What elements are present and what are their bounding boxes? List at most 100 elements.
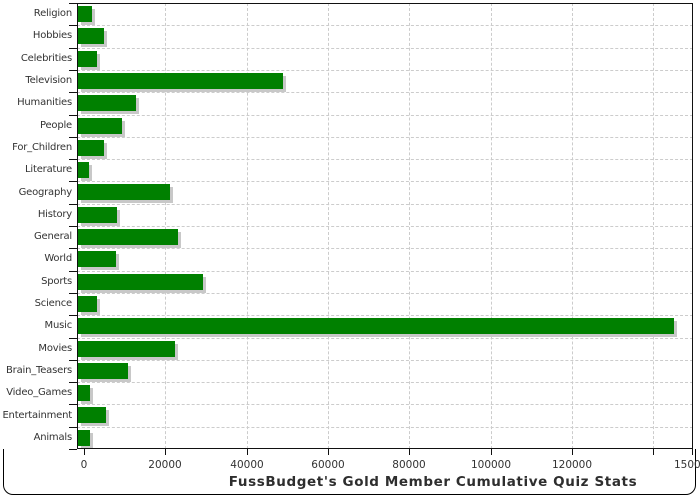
category-label: Video_Games bbox=[6, 387, 72, 398]
horizontal-gridline bbox=[77, 25, 693, 26]
x-axis-tick bbox=[409, 449, 410, 455]
bar-video_games bbox=[78, 385, 90, 401]
category-label: Humanities bbox=[17, 97, 72, 108]
bar-general bbox=[78, 229, 178, 245]
x-axis-tick bbox=[247, 449, 248, 455]
y-axis-tick bbox=[69, 315, 77, 316]
bar-television bbox=[78, 73, 283, 89]
x-axis-tick bbox=[165, 449, 166, 455]
y-axis-tick bbox=[69, 92, 77, 93]
x-tick-label: 80000 bbox=[392, 459, 426, 471]
horizontal-gridline bbox=[77, 248, 693, 249]
bar-history bbox=[78, 207, 117, 223]
y-axis-tick bbox=[69, 382, 77, 383]
category-label: Animals bbox=[33, 432, 73, 443]
y-axis-tick bbox=[69, 271, 77, 272]
horizontal-gridline bbox=[77, 159, 693, 160]
bar-entertainment bbox=[78, 407, 106, 423]
bar-religion bbox=[78, 6, 92, 22]
y-axis-tick bbox=[69, 137, 77, 138]
horizontal-gridline bbox=[77, 360, 693, 361]
horizontal-gridline bbox=[77, 226, 693, 227]
y-axis-tick bbox=[69, 360, 77, 361]
category-label: Science bbox=[34, 298, 73, 309]
bar-for_children bbox=[78, 140, 104, 156]
y-axis-tick bbox=[69, 204, 77, 205]
category-label: World bbox=[44, 253, 72, 264]
y-axis-tick bbox=[69, 427, 77, 428]
category-label: History bbox=[37, 209, 72, 220]
category-label: Movies bbox=[38, 343, 72, 354]
y-axis-tick bbox=[69, 48, 77, 49]
x-axis-tick bbox=[84, 449, 85, 455]
category-label: Hobbies bbox=[32, 30, 72, 41]
horizontal-gridline bbox=[77, 70, 693, 71]
bar-celebrities bbox=[78, 51, 97, 67]
category-label: Celebrities bbox=[20, 53, 72, 64]
category-label: Religion bbox=[33, 8, 72, 19]
bar-science bbox=[78, 296, 97, 312]
bar-geography bbox=[78, 184, 170, 200]
y-axis-tick bbox=[69, 338, 77, 339]
category-label: Music bbox=[44, 320, 73, 331]
vertical-gridline bbox=[653, 3, 654, 449]
bar-humanities bbox=[78, 95, 136, 111]
bar-world bbox=[78, 251, 116, 267]
horizontal-gridline bbox=[77, 92, 693, 93]
x-tick-label: 0 bbox=[80, 459, 88, 471]
x-tick-label: 100000 bbox=[470, 459, 512, 471]
category-label: Entertainment bbox=[2, 410, 72, 421]
category-label: Literature bbox=[25, 164, 72, 175]
x-axis-tick bbox=[328, 449, 329, 455]
horizontal-gridline bbox=[77, 181, 693, 182]
y-axis-tick bbox=[69, 159, 77, 160]
bar-animals bbox=[78, 430, 90, 446]
x-tick-label: 60000 bbox=[311, 459, 345, 471]
y-axis-tick bbox=[69, 449, 77, 450]
y-axis-tick bbox=[69, 248, 77, 249]
vertical-gridline bbox=[165, 3, 166, 449]
category-label: Television bbox=[25, 75, 72, 86]
horizontal-gridline bbox=[77, 404, 693, 405]
x-tick-label: 150000 bbox=[673, 459, 700, 471]
x-tick-label: 120000 bbox=[551, 459, 593, 471]
x-tick-label: 40000 bbox=[230, 459, 264, 471]
horizontal-gridline bbox=[77, 315, 693, 316]
y-axis-tick bbox=[69, 226, 77, 227]
horizontal-gridline bbox=[77, 427, 693, 428]
horizontal-gridline bbox=[77, 293, 693, 294]
y-axis-tick bbox=[69, 115, 77, 116]
horizontal-gridline bbox=[77, 48, 693, 49]
bar-hobbies bbox=[78, 28, 104, 44]
category-label: Brain_Teasers bbox=[6, 365, 72, 376]
y-axis-tick bbox=[69, 3, 77, 4]
y-axis-tick bbox=[69, 70, 77, 71]
y-axis-tick bbox=[69, 404, 77, 405]
x-axis-tick bbox=[572, 449, 573, 455]
vertical-gridline bbox=[572, 3, 573, 449]
vertical-gridline bbox=[491, 3, 492, 449]
horizontal-gridline bbox=[77, 382, 693, 383]
x-axis-tick bbox=[692, 449, 693, 455]
y-axis-tick bbox=[69, 181, 77, 182]
x-tick-label: 20000 bbox=[148, 459, 182, 471]
x-axis-tick bbox=[491, 449, 492, 455]
horizontal-gridline bbox=[77, 204, 693, 205]
vertical-gridline bbox=[328, 3, 329, 449]
horizontal-gridline bbox=[77, 338, 693, 339]
y-axis-tick bbox=[69, 293, 77, 294]
vertical-gridline bbox=[247, 3, 248, 449]
bar-people bbox=[78, 118, 122, 134]
category-label: People bbox=[39, 120, 72, 131]
x-axis-tick bbox=[653, 449, 654, 455]
horizontal-gridline bbox=[77, 271, 693, 272]
bar-literature bbox=[78, 162, 89, 178]
category-label: General bbox=[33, 231, 72, 242]
plot-area bbox=[77, 3, 693, 449]
bar-brain_teasers bbox=[78, 363, 128, 379]
vertical-gridline bbox=[409, 3, 410, 449]
bar-sports bbox=[78, 274, 203, 290]
horizontal-gridline bbox=[77, 137, 693, 138]
bar-movies bbox=[78, 341, 175, 357]
